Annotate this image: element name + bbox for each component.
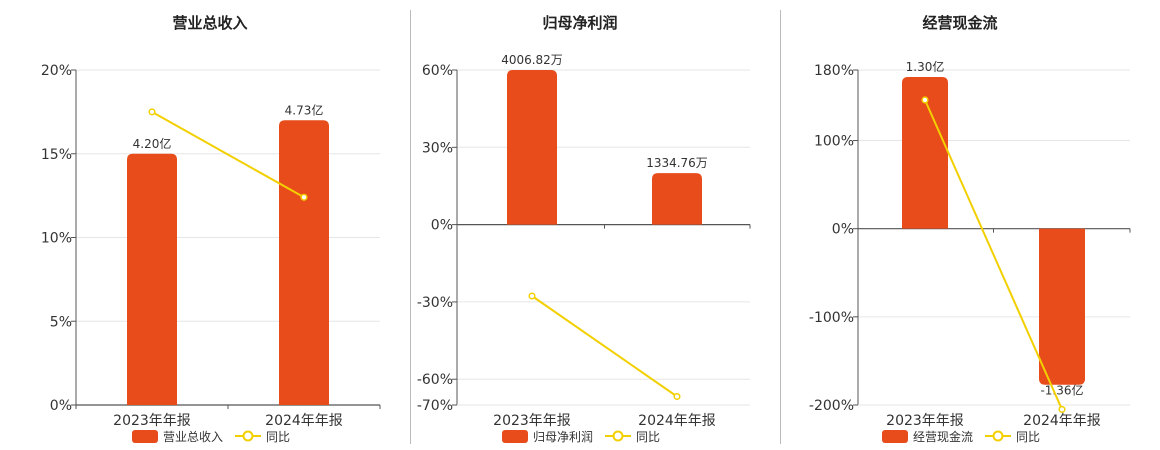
- x-category-label: 2024年年报: [265, 413, 343, 429]
- x-category-label: 2023年年报: [493, 413, 571, 429]
- chart-panel-cashflow: 经营现金流 -200% -100% 0% 100% 180% 1.30亿 -1.36亿 2023…: [780, 0, 1160, 450]
- y-tick-label: 20%: [41, 63, 72, 79]
- chart-title: 归母净利润: [542, 14, 617, 32]
- bar: [507, 70, 557, 225]
- legend-swatch-bar: [132, 430, 158, 443]
- legend-label-line: 同比: [1016, 430, 1040, 444]
- y-tick-label: 0%: [832, 222, 854, 238]
- x-category-label: 2023年年报: [886, 413, 964, 429]
- bar: [902, 77, 948, 229]
- bar-data-label: 1334.76万: [646, 156, 708, 170]
- y-tick-label: 5%: [50, 314, 72, 330]
- legend-swatch-point: [992, 430, 1004, 442]
- yoy-point: [1058, 405, 1066, 413]
- legend-swatch-point: [612, 430, 624, 442]
- chart-revenue: 营业总收入 0% 5% 10% 15% 20% 4.20亿 4.73亿 2023年年报 2024年…: [41, 14, 381, 444]
- panel-divider: [780, 10, 781, 444]
- bar-data-label: 4.20亿: [133, 136, 172, 151]
- chart-panel-net-profit: 归母净利润 -70% -60% -30% 0% 30% 60% 4006.82万 1334.76…: [400, 0, 780, 450]
- y-tick-label: -100%: [809, 310, 854, 326]
- bar: [652, 173, 702, 225]
- yoy-point: [921, 96, 929, 104]
- legend-swatch-bar: [882, 430, 908, 443]
- yoy-point: [300, 193, 308, 201]
- yoy-line: [531, 295, 678, 398]
- y-tick-label: -70%: [417, 398, 453, 414]
- legend-label-bar: 经营现金流: [913, 429, 973, 444]
- y-tick-label: 10%: [41, 231, 72, 247]
- y-tick-label: -60%: [417, 372, 453, 388]
- panel-divider: [410, 10, 411, 444]
- legend-swatch-point: [242, 430, 254, 442]
- y-tick-label: -200%: [809, 398, 854, 414]
- chart-title: 营业总收入: [172, 14, 247, 32]
- bar-data-label: 4.73亿: [285, 102, 324, 117]
- legend-label-bar: 归母净利润: [533, 430, 593, 444]
- bar: [1039, 228, 1085, 385]
- x-category-label: 2024年年报: [1023, 413, 1101, 429]
- chart-title: 经营现金流: [922, 14, 997, 32]
- chart-panel-revenue: 营业总收入 0% 5% 10% 15% 20% 4.20亿 4.73亿 2023年年报 2024年…: [0, 0, 400, 450]
- bar: [279, 120, 329, 405]
- legend-label-line: 同比: [266, 430, 290, 444]
- y-tick-label: 0%: [431, 218, 453, 234]
- bar: [127, 153, 177, 405]
- yoy-point: [673, 392, 681, 401]
- yoy-line: [151, 111, 305, 199]
- bar-data-label: -1.36亿: [1040, 383, 1083, 398]
- yoy-point: [148, 108, 156, 116]
- legend-label-line: 同比: [636, 430, 660, 444]
- y-tick-label: -30%: [417, 295, 453, 311]
- legend-label-bar: 营业总收入: [163, 430, 223, 444]
- chart-net-profit: 归母净利润 -70% -60% -30% 0% 30% 60% 4006.82万 1334.76…: [417, 14, 751, 444]
- y-tick-label: 30%: [422, 140, 453, 156]
- y-tick-label: 180%: [814, 63, 854, 79]
- y-tick-label: 15%: [41, 147, 72, 163]
- y-tick-label: 60%: [422, 63, 453, 79]
- y-tick-label: 0%: [50, 398, 72, 414]
- chart-cashflow: 经营现金流 -200% -100% 0% 100% 180% 1.30亿 -1.36亿 2023…: [809, 14, 1131, 444]
- y-tick-label: 100%: [814, 134, 854, 150]
- x-category-label: 2023年年报: [113, 413, 191, 429]
- yoy-point: [528, 292, 536, 300]
- yoy-line: [924, 99, 1063, 410]
- x-category-label: 2024年年报: [638, 413, 716, 429]
- bar-data-label: 1.30亿: [906, 59, 945, 74]
- legend-swatch-bar: [502, 430, 528, 443]
- bar-data-label: 4006.82万: [501, 53, 563, 67]
